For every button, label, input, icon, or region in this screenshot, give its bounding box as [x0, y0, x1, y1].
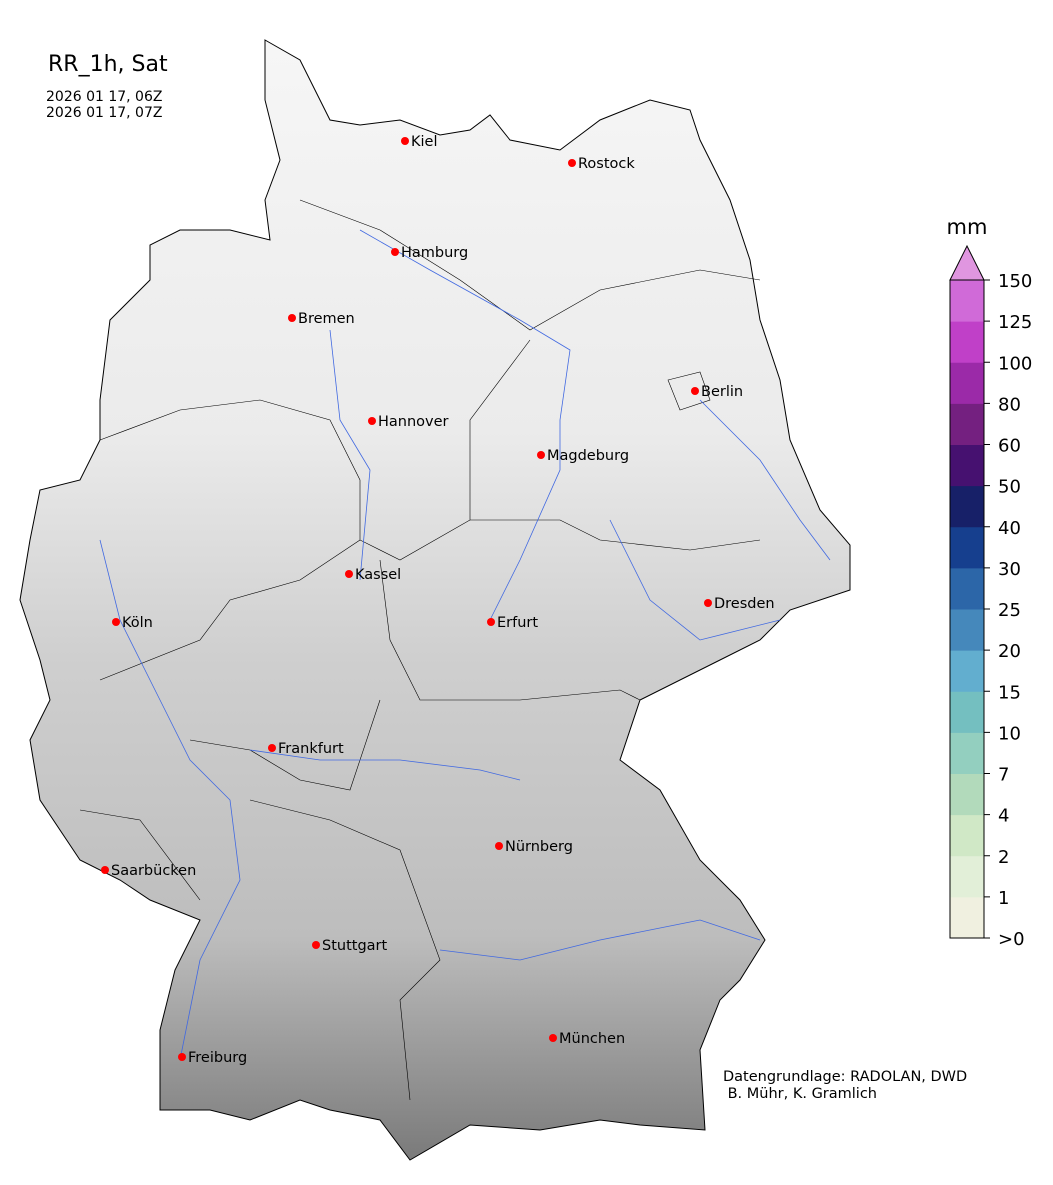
city-marker [288, 314, 296, 322]
colorbar-segment [950, 773, 984, 816]
city-label: Frankfurt [278, 741, 344, 757]
city-label: Bremen [298, 311, 355, 327]
city-label: Magdeburg [547, 448, 629, 464]
city-label: Köln [122, 615, 153, 631]
city-marker [112, 618, 120, 626]
colorbar-segment [950, 526, 984, 569]
city-label: Kassel [355, 567, 401, 583]
colorbar-tick-label: 15 [998, 682, 1021, 703]
city-label: München [559, 1031, 625, 1047]
city-marker [345, 570, 353, 578]
city-marker [368, 417, 376, 425]
city-marker [101, 866, 109, 874]
colorbar-tick-label: 10 [998, 723, 1021, 744]
map-title: RR_1h, Sat [48, 52, 168, 77]
germany-outline [19, 39, 851, 1161]
state-borders [79, 199, 761, 1101]
time-start: 2026 01 17, 06Z [46, 89, 163, 105]
colorbar-tick-label: 30 [998, 559, 1021, 580]
city-markers: Kiel Rostock Hamburg Bremen Berlin Hannover Ma… [101, 134, 775, 1066]
colorbar-tick-label: 7 [998, 765, 1009, 786]
city-label: Kiel [411, 134, 438, 150]
colorbar-tick-label: 20 [998, 641, 1021, 662]
city-label: Saarbücken [111, 863, 196, 879]
colorbar-tick-label: 150 [998, 271, 1032, 292]
colorbar-tick-label: 125 [998, 312, 1032, 333]
colorbar: >0 1 2 4 7 10 15 20 25 30 40 50 60 80 100 125 150 mm [947, 215, 1033, 950]
colorbar-segment [950, 650, 984, 692]
city-label: Berlin [701, 384, 743, 400]
city-marker [401, 137, 409, 145]
credit-line-1: Datengrundlage: RADOLAN, DWD [723, 1069, 968, 1085]
colorbar-segment [950, 691, 984, 733]
city-marker [312, 941, 320, 949]
colorbar-tick-label: >0 [998, 929, 1025, 950]
city-label: Stuttgart [322, 938, 388, 954]
colorbar-segment [950, 321, 984, 363]
city-label: Dresden [714, 596, 775, 612]
city-marker [495, 842, 503, 850]
colorbar-segment [950, 280, 984, 322]
colorbar-segment [950, 444, 984, 487]
colorbar-tick-label: 25 [998, 600, 1021, 621]
colorbar-tick-label: 2 [998, 847, 1009, 868]
colorbar-tick-label: 50 [998, 477, 1021, 498]
colorbar-segment [950, 362, 984, 404]
city-label: Freiburg [188, 1050, 247, 1066]
colorbar-tick-label: 1 [998, 888, 1009, 909]
colorbar-segment [950, 732, 984, 774]
rivers [99, 229, 831, 1061]
city-label: Rostock [578, 156, 635, 172]
city-marker [704, 599, 712, 607]
credit-line-2: B. Mühr, K. Gramlich [723, 1086, 877, 1102]
time-end: 2026 01 17, 07Z [46, 105, 163, 121]
data-credit: Datengrundlage: RADOLAN, DWD B. Mühr, K.… [723, 1069, 967, 1103]
city-marker [391, 248, 399, 256]
city-marker [537, 451, 545, 459]
colorbar-segment [950, 814, 984, 857]
colorbar-segment [950, 609, 984, 651]
colorbar-tick-label: 60 [998, 436, 1021, 457]
city-marker [568, 159, 576, 167]
city-marker [487, 618, 495, 626]
city-label: Erfurt [497, 615, 538, 631]
colorbar-segment [950, 896, 984, 939]
colorbar-tick-label: 100 [998, 353, 1032, 374]
colorbar-tick-label: 80 [998, 394, 1021, 415]
city-label: Hannover [378, 414, 449, 430]
colorbar-extend-arrow [949, 244, 985, 281]
city-label: Nürnberg [505, 839, 573, 855]
colorbar-tick-label: 40 [998, 518, 1021, 539]
colorbar-segment [950, 403, 984, 445]
colorbar-unit: mm [947, 215, 988, 239]
city-marker [178, 1053, 186, 1061]
city-label: Hamburg [401, 245, 468, 261]
city-marker [691, 387, 699, 395]
colorbar-segment [950, 855, 984, 898]
colorbar-segment [950, 485, 984, 528]
colorbar-tick-label: 4 [998, 806, 1009, 827]
city-marker [549, 1034, 557, 1042]
city-marker [268, 744, 276, 752]
colorbar-segment [950, 567, 984, 610]
